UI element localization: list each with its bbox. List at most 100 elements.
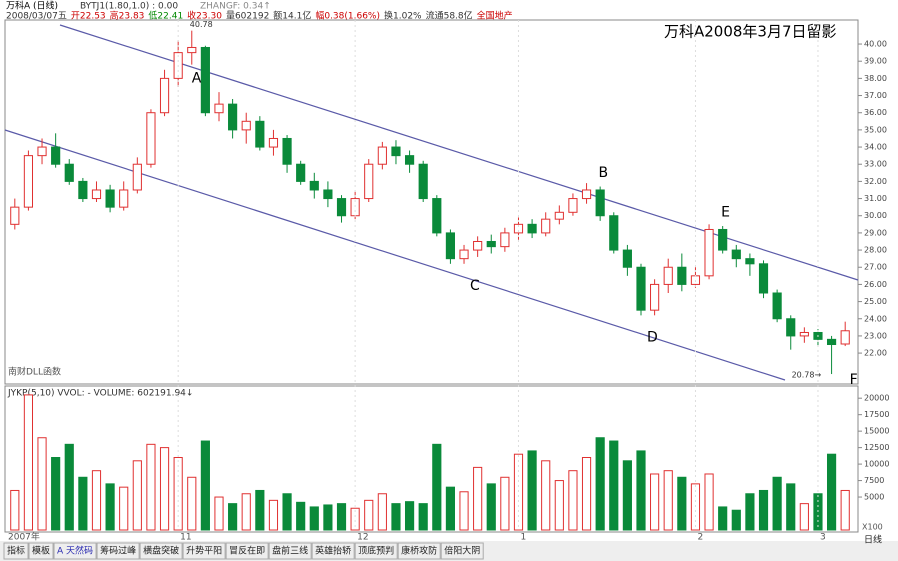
candle-body [10,206,20,225]
candle-body [513,223,524,234]
volume-bar [404,501,415,531]
tab-border [225,542,269,560]
tab-border [311,542,355,560]
tab[interactable]: 英雄抬轿 [315,545,351,557]
volume-bar [758,489,769,531]
volume-bar [432,443,442,531]
volume-bar [391,503,401,531]
candle-body [786,318,796,337]
tab[interactable]: A 天然码 [57,545,93,557]
x-tick-label: 2 [697,533,703,543]
volume-bar [241,493,251,531]
volume-bar [336,503,347,531]
volume-bar [745,493,755,531]
candle-body [677,266,687,285]
volume-bar [323,504,333,531]
volume-bar [609,440,619,531]
tab-border [440,542,484,560]
candle-body [336,198,347,217]
y-tick-label: 29.00 [864,228,887,237]
candle-body [418,163,428,200]
volume-bar [636,450,646,531]
volume-bar [459,491,469,531]
candle-body [37,146,47,157]
candle-body [731,249,741,260]
candle-body [650,283,660,311]
candle-body [391,146,401,157]
zhangf: ZHANGF: 0.34↑ [200,2,271,12]
volume-bar [255,489,265,531]
candle-body [91,189,102,200]
candle-body [132,163,142,191]
y-tick-label: 24.00 [864,314,887,323]
volume-bar [10,489,20,531]
volume-bar [704,473,714,531]
volume-bar [500,476,510,531]
x-tick-label: 11 [180,533,191,543]
volume-title: JYKP(5,10) VVOL: - VOLUME: 602191.94↓ [7,389,193,399]
y-tick-label: 37.00 [864,91,887,100]
tab[interactable]: 指标 [7,545,25,557]
candle-body [609,215,619,251]
y2-tick-label: 7500 [864,476,884,485]
x-tick-label: 1 [520,533,526,543]
tab-border [3,542,29,560]
volume-bar [364,499,374,531]
annotation: B [599,165,609,181]
volume-bar [119,486,129,531]
volume-bar [377,493,387,531]
quote-field: 换1.02% [384,10,422,22]
quote-field: 低22.41 [148,10,183,22]
tab-border [397,542,441,560]
candle-body [268,137,279,148]
annotation: E [721,204,730,220]
candle-body [745,258,755,265]
x-tick-label: 3 [820,533,826,543]
y-tick-label: 26.00 [864,280,887,289]
quote-field: 幅0.38(1.66%) [315,10,380,22]
candle-body [581,189,592,200]
tab-border [182,542,226,560]
period-label[interactable]: 日线 [864,534,882,546]
candle-body [228,103,238,131]
y2-tick-label: 5000 [864,493,884,502]
candle-body [799,331,809,337]
tab[interactable]: 康桥攻防 [401,545,437,557]
candle-body [568,198,578,213]
candle-body [527,223,537,234]
volume-bar [282,493,292,531]
tab[interactable]: 倍阳大阴 [444,545,480,557]
volume-bar [51,457,61,531]
volume-bar [650,473,660,531]
y-tick-label: 25.00 [864,297,887,306]
y2-tick-label: 10000 [864,460,889,469]
candle-body [541,218,551,234]
high-label: 40.78 [190,20,213,29]
tab[interactable]: 升势平阳 [186,545,222,557]
volume-bar [595,437,605,531]
annotation: A [192,71,202,87]
annotation: D [647,329,658,345]
candle-body [323,189,333,200]
volume-bar [486,483,496,531]
tab[interactable]: 模板 [32,545,50,557]
tab[interactable]: 筹码过峰 [100,545,136,557]
volume-bar [78,476,88,531]
quote-field: 流通58.8亿 [426,10,473,22]
candle-body [554,211,564,220]
volume-bar [772,476,782,531]
tab[interactable]: 顶底预判 [358,545,394,557]
scale-label: X100 [862,523,883,532]
candle-body [663,266,673,285]
tab[interactable]: 横盘突破 [143,545,179,557]
x-tick-label: 12 [357,533,368,543]
tab[interactable]: 冒反在即 [229,545,265,557]
tab[interactable]: 盘前三线 [272,545,308,557]
candle-body [296,163,306,182]
annotation: F [850,372,858,388]
chart-title: 万科A2008年3月7日留影 [664,23,837,41]
y2-tick-label: 17500 [864,410,889,419]
candle-body [432,198,442,234]
volume-bar [228,503,238,531]
volume-bar [731,509,741,531]
